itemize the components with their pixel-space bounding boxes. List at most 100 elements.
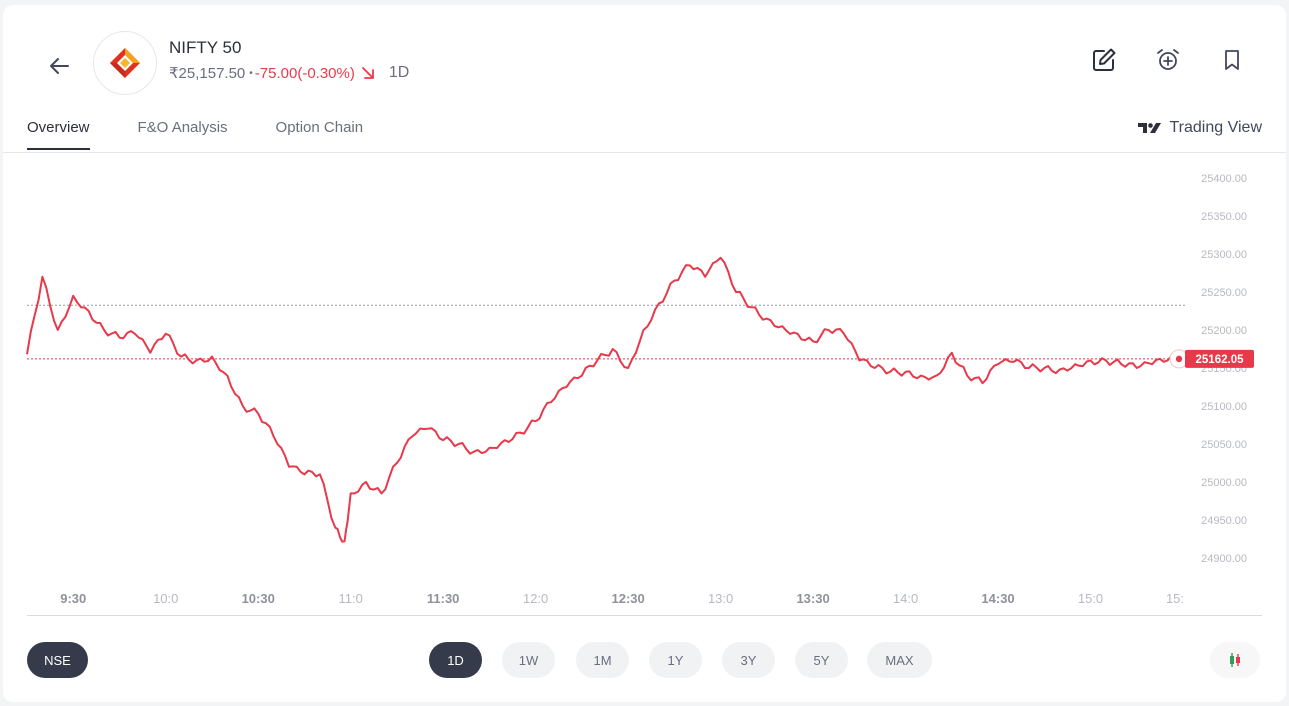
series-point (1136, 367, 1138, 369)
series-point (257, 412, 259, 414)
series-point (1058, 368, 1060, 370)
tab-option-chain[interactable]: Option Chain (275, 119, 364, 136)
series-point (1012, 361, 1014, 363)
series-point (334, 526, 336, 528)
y-tick-label: 24950.00 (1201, 515, 1247, 527)
range-1d-button[interactable]: 1D (429, 642, 482, 678)
x-tick-label: 10:30 (242, 591, 275, 606)
series-point (796, 333, 798, 335)
series-point (211, 355, 213, 357)
series-point (380, 492, 382, 494)
y-tick-label: 25400.00 (1201, 173, 1247, 185)
range-3y-button[interactable]: 3Y (722, 642, 775, 678)
series-point (596, 359, 598, 361)
series-point (149, 352, 151, 354)
series-point (642, 329, 644, 331)
series-point (504, 439, 506, 441)
series-points (26, 257, 1184, 543)
x-tick-label: 9:30 (60, 591, 86, 606)
last-point (1175, 355, 1183, 363)
series-point (396, 462, 398, 464)
series-point (920, 374, 922, 376)
series-point (827, 329, 829, 331)
x-axis: 9:30 10:0 10:30 11:0 11:30 12:0 12:30 13:0 13:30… (60, 591, 1184, 606)
series-point (303, 473, 305, 475)
series-point (411, 435, 413, 437)
series-point (87, 310, 89, 312)
series-point (57, 329, 59, 331)
series-point (26, 353, 28, 355)
period-label: 1D (388, 64, 410, 81)
chart-type-button[interactable] (1210, 642, 1260, 678)
instrument-title: NIFTY 50 (169, 38, 242, 57)
series-point (858, 359, 860, 361)
series-point (1043, 367, 1045, 369)
series-point (1089, 359, 1091, 361)
series-point (1166, 359, 1168, 361)
x-tick-label: 15:0 (1078, 591, 1103, 606)
series-point (874, 367, 876, 369)
series-point (343, 540, 345, 542)
x-tick-label: 11:30 (427, 591, 460, 606)
series-point (1105, 359, 1107, 361)
series-point (550, 401, 552, 403)
series-point (195, 359, 197, 361)
arrow-left-icon (50, 58, 69, 74)
series-point (658, 302, 660, 304)
edit-button[interactable] (1089, 45, 1119, 75)
series-line-nifty (26, 256, 1184, 543)
price-line: ₹25,157.50 • -75.00(-0.30%) 1D (169, 64, 409, 82)
stock-detail-card: NIFTY 50 ₹25,157.50 • -75.00(-0.30%) 1D … (3, 5, 1286, 702)
series-point (951, 352, 953, 354)
series-point (735, 291, 737, 293)
series-point (242, 405, 244, 407)
alarm-button[interactable] (1153, 45, 1183, 75)
x-tick-label: 10:0 (153, 591, 178, 606)
series-point (565, 386, 567, 388)
series-point (180, 355, 182, 357)
series-point (766, 317, 768, 319)
x-tick-label: 13:0 (708, 591, 733, 606)
y-tick-label: 25350.00 (1201, 211, 1247, 223)
series-point (226, 374, 228, 376)
series-point (673, 279, 675, 281)
x-tick-label: 12:30 (611, 591, 644, 606)
trading-view-link[interactable]: Trading View (1137, 119, 1262, 137)
tab-fo-analysis[interactable]: F&O Analysis (137, 119, 228, 136)
reference-lines (27, 304, 1187, 360)
series-point (935, 374, 937, 376)
tabs-divider (3, 152, 1286, 153)
series-point (719, 257, 721, 259)
series-point (473, 450, 475, 452)
series-point (488, 447, 490, 449)
series-point (981, 382, 983, 384)
y-tick-label: 25050.00 (1201, 439, 1247, 451)
edit-icon (1093, 48, 1116, 71)
series-point (1120, 363, 1122, 365)
range-5y-button[interactable]: 5Y (795, 642, 848, 678)
y-tick-label: 25100.00 (1201, 401, 1247, 413)
last-price-badge-label: 25162.05 (1196, 354, 1245, 366)
series-point (349, 492, 351, 494)
series-point (519, 431, 521, 433)
range-max-button[interactable]: MAX (867, 642, 932, 678)
x-tick-label: 12:0 (523, 591, 548, 606)
range-1y-button[interactable]: 1Y (649, 642, 702, 678)
back-button[interactable] (41, 51, 77, 81)
range-1m-button[interactable]: 1M (576, 642, 629, 678)
price-chart[interactable]: 25400.00 25350.00 25300.00 25250.00 25200.00… (3, 5, 1286, 615)
x-tick-label: 11:0 (339, 591, 363, 606)
x-tick-label: 15: (1166, 591, 1184, 606)
bookmark-button[interactable] (1217, 45, 1247, 75)
series-point (812, 340, 814, 342)
series-point (966, 374, 968, 376)
range-1w-button[interactable]: 1W (502, 642, 555, 678)
series-point (1028, 367, 1030, 369)
x-tick-label: 14:0 (893, 591, 918, 606)
series-point (612, 348, 614, 350)
exchange-nse-button[interactable]: NSE (27, 642, 88, 678)
series-point (319, 473, 321, 475)
tradingview-logo-icon (1137, 123, 1161, 133)
last-price: ₹25,157.50 (169, 65, 246, 82)
tab-overview[interactable]: Overview (27, 119, 90, 150)
